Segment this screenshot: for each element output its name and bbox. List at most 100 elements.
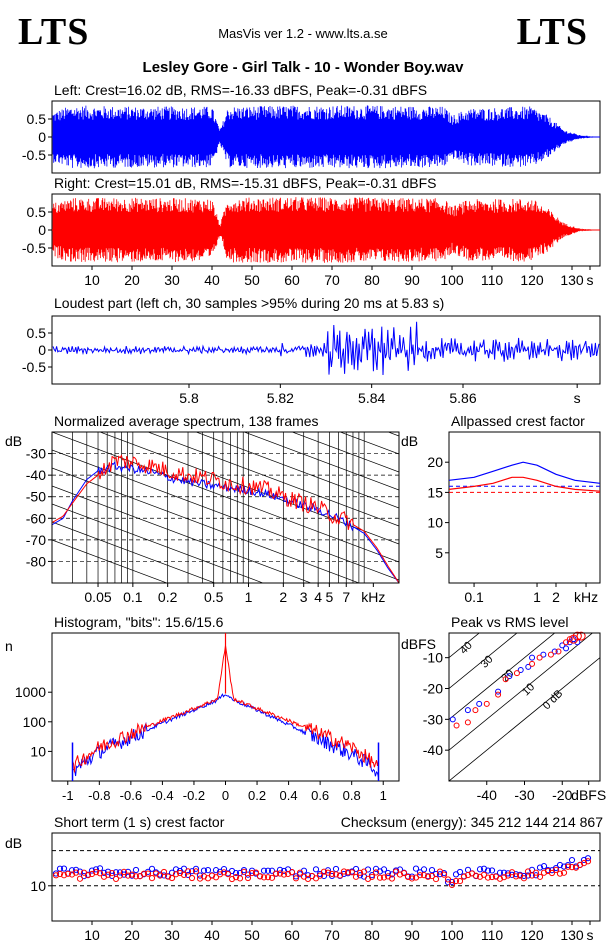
peak-vs-rms-ytick-label: -40 <box>423 742 443 758</box>
peak-vs-rms-diagonal-label: 10 <box>520 681 537 698</box>
avg-spectrum-xtick-label: 3 <box>300 589 308 605</box>
avg-spectrum-slope-line <box>52 521 216 583</box>
short-term-crest-point <box>320 872 328 880</box>
short-term-crest-point <box>264 867 272 874</box>
histogram-xtick-label: -0.4 <box>151 788 173 803</box>
short-term-crest-point <box>76 875 84 882</box>
short-term-crest-point <box>60 865 68 872</box>
short-term-crest-point <box>212 867 220 874</box>
avg-spectrum-title: Normalized average spectrum, 138 frames <box>54 413 319 429</box>
short-term-crest-point <box>520 872 528 880</box>
short-term-crest-point <box>188 874 196 882</box>
short-term-crest-point <box>484 874 492 881</box>
short-term-crest-point <box>400 869 408 877</box>
short-term-crest-point <box>260 874 268 881</box>
right-waveform-xtick-label: 40 <box>204 272 220 288</box>
short-term-crest-point <box>456 878 464 885</box>
short-term-crest-point <box>260 867 268 874</box>
short-term-crest-xtick-label: 120 <box>520 927 544 943</box>
short-term-crest-point <box>304 872 312 879</box>
avg-spectrum-ylabel: dB <box>5 433 22 449</box>
avg-spectrum-xtick-label: kHz <box>361 589 385 605</box>
short-term-crest-point <box>440 871 448 878</box>
histogram-ytick-label: 10 <box>30 743 46 759</box>
short-term-crest-point <box>380 866 388 873</box>
short-term-crest-point <box>256 873 264 880</box>
short-term-crest-point <box>416 872 424 879</box>
short-term-crest-point <box>184 871 192 879</box>
avg-spectrum-frame <box>51 431 400 584</box>
short-term-crest-point <box>316 872 324 879</box>
short-term-crest-point <box>408 873 416 880</box>
short-term-crest-point <box>508 871 516 878</box>
short-term-crest-point <box>556 861 564 869</box>
peak-vs-rms-point <box>555 648 562 655</box>
peak-vs-rms-point <box>517 667 524 673</box>
peak-vs-rms-point <box>502 676 509 683</box>
short-term-crest-point <box>160 872 168 879</box>
short-term-crest-point <box>268 874 276 881</box>
short-term-crest-point <box>556 870 564 877</box>
avg-spectrum-slope-line <box>52 432 399 563</box>
short-term-crest-point <box>280 871 288 878</box>
short-term-crest-point <box>532 869 540 876</box>
peak-vs-rms-diagonal <box>449 633 556 720</box>
avg-spectrum-ytick-label: -50 <box>26 489 46 505</box>
avg-spectrum-slope-line <box>99 432 399 545</box>
avg-spectrum-ytick-label: -80 <box>26 553 46 569</box>
allpassed-crest-title: Allpassed crest factor <box>451 413 585 429</box>
short-term-crest-point <box>328 872 336 880</box>
peak-vs-rms-xtick-label: -30 <box>514 787 534 803</box>
short-term-crest-point <box>504 872 512 879</box>
histogram-xtick-label: 0.8 <box>343 788 361 803</box>
short-term-crest-point <box>108 872 116 879</box>
short-term-crest-point <box>540 863 548 870</box>
avg-spectrum-xtick-label: 1 <box>245 589 253 605</box>
short-term-crest-point <box>56 870 64 878</box>
avg-spectrum-xtick-label: 0.1 <box>123 589 143 605</box>
short-term-crest-point <box>184 868 192 875</box>
short-term-crest-point <box>200 867 208 874</box>
loudest-part-xtick-label: 5.84 <box>358 390 385 406</box>
peak-vs-rms-point <box>563 639 570 646</box>
short-term-crest-point <box>428 872 436 880</box>
short-term-crest-xtick-label: 80 <box>364 927 380 943</box>
loudest-part-xtick-label: 5.86 <box>449 390 476 406</box>
short-term-crest-point <box>552 864 560 872</box>
histogram-xtick-label: -0.2 <box>183 788 205 803</box>
short-term-crest-point <box>356 872 364 879</box>
peak-vs-rms-point <box>464 707 471 714</box>
short-term-crest-point <box>372 869 380 876</box>
avg-spectrum-slope-line <box>147 432 399 527</box>
short-term-crest-point <box>436 868 444 875</box>
short-term-crest-point <box>564 863 572 870</box>
short-term-crest-point <box>288 869 296 876</box>
short-term-crest-point <box>496 869 504 876</box>
short-term-crest-point <box>584 858 592 865</box>
right-waveform-xtick-label: 120 <box>520 272 544 288</box>
right-waveform-xtick-label: 80 <box>364 272 380 288</box>
peak-vs-rms-point <box>495 691 502 698</box>
short-term-crest-point <box>584 855 592 862</box>
peak-vs-rms-point <box>540 651 547 658</box>
short-term-crest-point <box>448 881 456 889</box>
short-term-crest-point <box>444 876 452 883</box>
histogram-series <box>72 693 379 778</box>
right-waveform-title: Right: Crest=15.01 dB, RMS=-15.31 dBFS, … <box>54 175 436 191</box>
short-term-crest-point <box>88 867 96 874</box>
short-term-crest-point <box>332 865 340 873</box>
avg-spectrum-ytick-label: -60 <box>26 510 46 526</box>
histogram-xtick-label: 0.6 <box>311 788 329 803</box>
short-term-crest-point <box>272 870 280 877</box>
avg-spectrum-slope-line <box>52 503 264 583</box>
logo-right: LTS <box>516 11 588 53</box>
short-term-crest-point <box>356 869 364 876</box>
short-term-crest-point <box>568 864 576 871</box>
short-term-crest-point <box>60 872 68 879</box>
peak-vs-rms-point <box>483 700 490 707</box>
loudest-part-xtick-label: s <box>574 390 581 406</box>
loudest-part-signal <box>52 321 600 376</box>
short-term-crest-point <box>324 867 332 874</box>
short-term-crest-point <box>332 871 340 878</box>
short-term-crest-point <box>460 873 468 880</box>
